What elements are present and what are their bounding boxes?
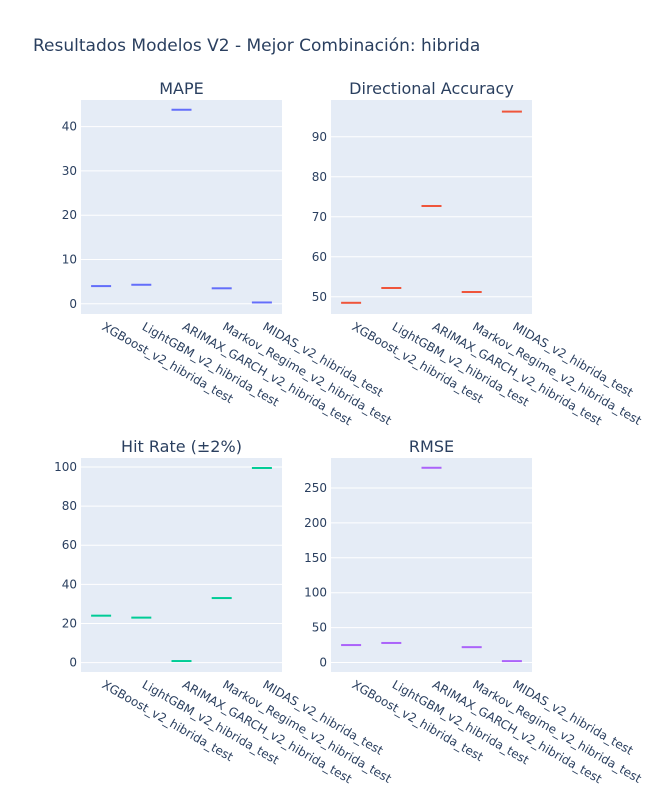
rmse-bar-2 [381,641,402,644]
mape-y-tick-label: 0 [69,297,77,311]
rmse-bar-4 [461,646,482,649]
rmse-y-tick-label: 250 [304,481,327,495]
rmse-plot-area [331,458,532,672]
directional-accuracy-y-tick-label: 50 [312,290,327,304]
hit-rate-bar-1 [91,614,112,617]
rmse-y-tick-label: 0 [319,656,327,670]
mape-bar-2 [131,283,152,286]
rmse-y-tick-label: 200 [304,516,327,530]
mape-bar-1 [91,285,112,288]
mape-bar-5 [251,301,272,304]
hit-rate-bar-5 [251,466,272,469]
directional-accuracy-title: Directional Accuracy [349,79,514,98]
directional-accuracy-bar-2 [381,287,402,289]
directional-accuracy-bar-1 [341,301,362,304]
rmse-y-tick-label: 100 [304,586,327,600]
hit-rate-y-tick-label: 20 [62,616,77,630]
mape-y-tick-label: 30 [62,164,77,178]
directional-accuracy-y-tick-label: 60 [312,250,327,264]
hit-rate-bar-4 [211,597,232,600]
directional-accuracy-bar-3 [421,205,442,207]
hit-rate-y-tick-label: 100 [54,460,77,474]
rmse-y-tick-label: 50 [312,621,327,635]
mape-title: MAPE [159,79,204,98]
directional-accuracy-y-tick-label: 70 [312,210,327,224]
mape-y-tick-label: 20 [62,208,77,222]
hit-rate-y-tick-label: 80 [62,499,77,513]
mape-y-tick-label: 10 [62,253,77,267]
directional-accuracy-bar-4 [461,291,482,293]
hit-rate-bar-3 [171,660,192,663]
mape-bar-3 [171,108,192,111]
hit-rate-y-tick-label: 60 [62,538,77,552]
rmse-title: RMSE [409,437,454,456]
hit-rate-plot-area [81,458,282,672]
directional-accuracy-y-tick-label: 80 [312,170,327,184]
figure-title: Resultados Modelos V2 - Mejor Combinació… [33,36,480,56]
rmse-bar-5 [501,660,522,663]
mape-plot-area [81,100,282,314]
rmse-y-tick-label: 150 [304,551,327,565]
mape-bar-4 [211,287,232,290]
mape-y-tick-label: 40 [62,120,77,134]
rmse-bar-1 [341,644,362,647]
hit-rate-y-tick-label: 40 [62,577,77,591]
directional-accuracy-y-tick-label: 90 [312,130,327,144]
directional-accuracy-bar-5 [501,110,522,113]
rmse-bar-3 [421,466,442,469]
hit-rate-y-tick-label: 0 [69,656,77,670]
hit-rate-bar-2 [131,616,152,619]
hit-rate-title: Hit Rate (±2%) [121,437,242,456]
